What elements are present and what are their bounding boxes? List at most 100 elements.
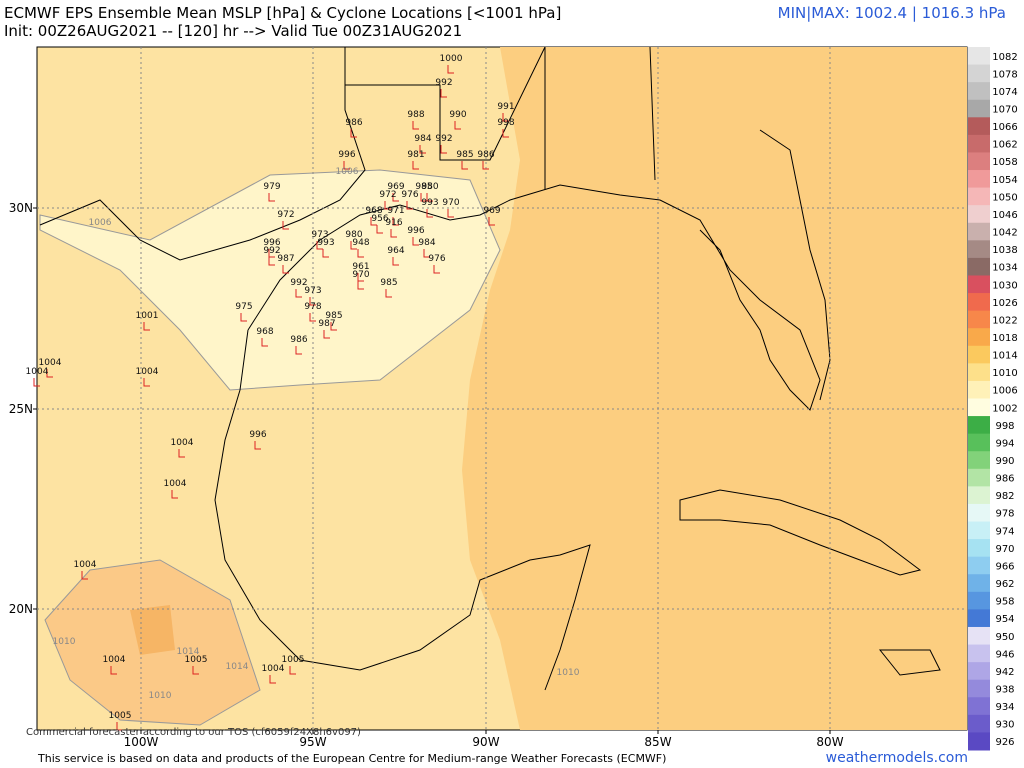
cyclone-label: 1005 bbox=[109, 711, 132, 721]
colorbar-swatch bbox=[968, 591, 990, 610]
colorbar-swatch bbox=[968, 152, 990, 171]
lon-label: 100W bbox=[124, 735, 159, 749]
cyclone-label: 986 bbox=[345, 118, 362, 128]
cyclone-label: 992 bbox=[290, 278, 307, 288]
colorbar-swatch bbox=[968, 451, 990, 470]
colorbar-swatch bbox=[968, 380, 990, 399]
colorbar-swatch bbox=[968, 187, 990, 206]
cyclone-label: 976 bbox=[401, 190, 418, 200]
lon-label: 95W bbox=[299, 735, 326, 749]
colorbar-swatch bbox=[968, 345, 990, 364]
title: ECMWF EPS Ensemble Mean MSLP [hPa] & Cyc… bbox=[4, 4, 562, 22]
cyclone-marker bbox=[350, 129, 357, 138]
cyclone-marker bbox=[330, 322, 337, 331]
cyclone-marker bbox=[289, 666, 296, 675]
cyclone-marker bbox=[392, 217, 399, 226]
colorbar-label: 966 bbox=[995, 561, 1014, 572]
cyclone-label: 991 bbox=[497, 102, 514, 112]
cyclone-label: 984 bbox=[414, 134, 431, 144]
cyclone-label: 992 bbox=[263, 246, 280, 256]
contour-label: 1010 bbox=[53, 637, 76, 647]
cyclone-label: 992 bbox=[435, 134, 452, 144]
cyclone-marker bbox=[357, 281, 364, 290]
cyclone-label: 986 bbox=[290, 335, 307, 345]
cyclone-marker bbox=[461, 161, 468, 170]
colorbar-label: 1062 bbox=[992, 140, 1017, 151]
lat-label: 20N bbox=[9, 602, 33, 616]
colorbar-label: 1014 bbox=[992, 351, 1017, 362]
cyclone-label: 985 bbox=[325, 311, 342, 321]
cyclone-marker bbox=[390, 229, 397, 238]
colorbar-label: 1046 bbox=[992, 210, 1017, 221]
colorbar-swatch bbox=[968, 64, 990, 83]
cyclone-marker bbox=[282, 221, 289, 230]
colorbar-swatch bbox=[968, 82, 990, 101]
cyclone-marker bbox=[282, 265, 289, 274]
cyclone-marker bbox=[440, 89, 447, 98]
cyclone-label: 971 bbox=[387, 206, 404, 216]
cyclone-label: 968 bbox=[256, 327, 273, 337]
colorbar-label: 970 bbox=[995, 544, 1014, 555]
cyclone-marker bbox=[295, 346, 302, 355]
colorbar-swatch bbox=[968, 486, 990, 505]
colorbar-label: 994 bbox=[995, 438, 1014, 449]
cyclone-marker bbox=[350, 241, 357, 250]
colorbar-swatch bbox=[968, 257, 990, 276]
colorbar-label: 934 bbox=[995, 702, 1014, 713]
cyclone-marker bbox=[357, 249, 364, 258]
cyclone-marker bbox=[488, 217, 495, 226]
cyclone-marker bbox=[412, 161, 419, 170]
colorbar-label: 978 bbox=[995, 509, 1014, 520]
cyclone-marker bbox=[392, 193, 399, 202]
colorbar-label: 1050 bbox=[992, 192, 1017, 203]
colorbar-label: 1026 bbox=[992, 298, 1017, 309]
contour-label: 1014 bbox=[177, 647, 200, 657]
colorbar-label: 962 bbox=[995, 579, 1014, 590]
cyclone-label: 1004 bbox=[262, 664, 285, 674]
cyclone-label: 1001 bbox=[136, 311, 159, 321]
cyclone-label: 985 bbox=[415, 182, 432, 192]
cyclone-label: 1004 bbox=[26, 367, 49, 377]
colorbar-swatch bbox=[968, 363, 990, 382]
cyclone-marker bbox=[376, 225, 383, 234]
cyclone-label: 981 bbox=[407, 150, 424, 160]
cyclone-label: 992 bbox=[435, 78, 452, 88]
cyclone-label: 976 bbox=[428, 254, 445, 264]
cyclone-marker bbox=[412, 237, 419, 246]
cyclone-marker bbox=[370, 217, 377, 226]
cyclone-label: 996 bbox=[263, 238, 280, 248]
cyclone-label: 988 bbox=[407, 110, 424, 120]
cyclone-marker bbox=[440, 145, 447, 154]
cyclone-marker bbox=[447, 209, 454, 218]
cyclone-marker bbox=[482, 161, 489, 170]
cyclone-marker bbox=[33, 378, 40, 387]
cyclone-label: 1004 bbox=[39, 358, 62, 368]
graticule bbox=[37, 47, 967, 730]
cyclone-marker bbox=[420, 193, 427, 202]
cyclone-marker bbox=[309, 313, 316, 322]
lon-label: 90W bbox=[472, 735, 499, 749]
colorbar-label: 942 bbox=[995, 667, 1014, 678]
colorbar-label: 1002 bbox=[992, 403, 1017, 414]
colorbar-label: 1010 bbox=[992, 368, 1017, 379]
colorbar-label: 974 bbox=[995, 526, 1014, 537]
attribution: This service is based on data and produc… bbox=[38, 752, 667, 765]
colorbar-label: 930 bbox=[995, 720, 1014, 731]
colorbar-label: 926 bbox=[995, 737, 1014, 748]
cyclone-marker bbox=[81, 571, 88, 580]
site-link[interactable]: weathermodels.com bbox=[825, 750, 968, 766]
cyclone-marker bbox=[384, 201, 391, 210]
cyclone-marker bbox=[426, 209, 433, 218]
cyclone-label: 987 bbox=[318, 319, 335, 329]
colorbar-swatch bbox=[968, 662, 990, 681]
colorbar-swatch bbox=[968, 99, 990, 118]
cyclone-marker bbox=[269, 675, 276, 684]
colorbar-swatch bbox=[968, 433, 990, 452]
lat-label: 30N bbox=[9, 201, 33, 215]
colorbar-label: 1078 bbox=[992, 69, 1017, 80]
cyclone-label: 1004 bbox=[103, 655, 126, 665]
cyclone-marker bbox=[419, 145, 426, 154]
cyclone-label: 956 bbox=[371, 214, 388, 224]
cyclone-marker bbox=[192, 666, 199, 675]
